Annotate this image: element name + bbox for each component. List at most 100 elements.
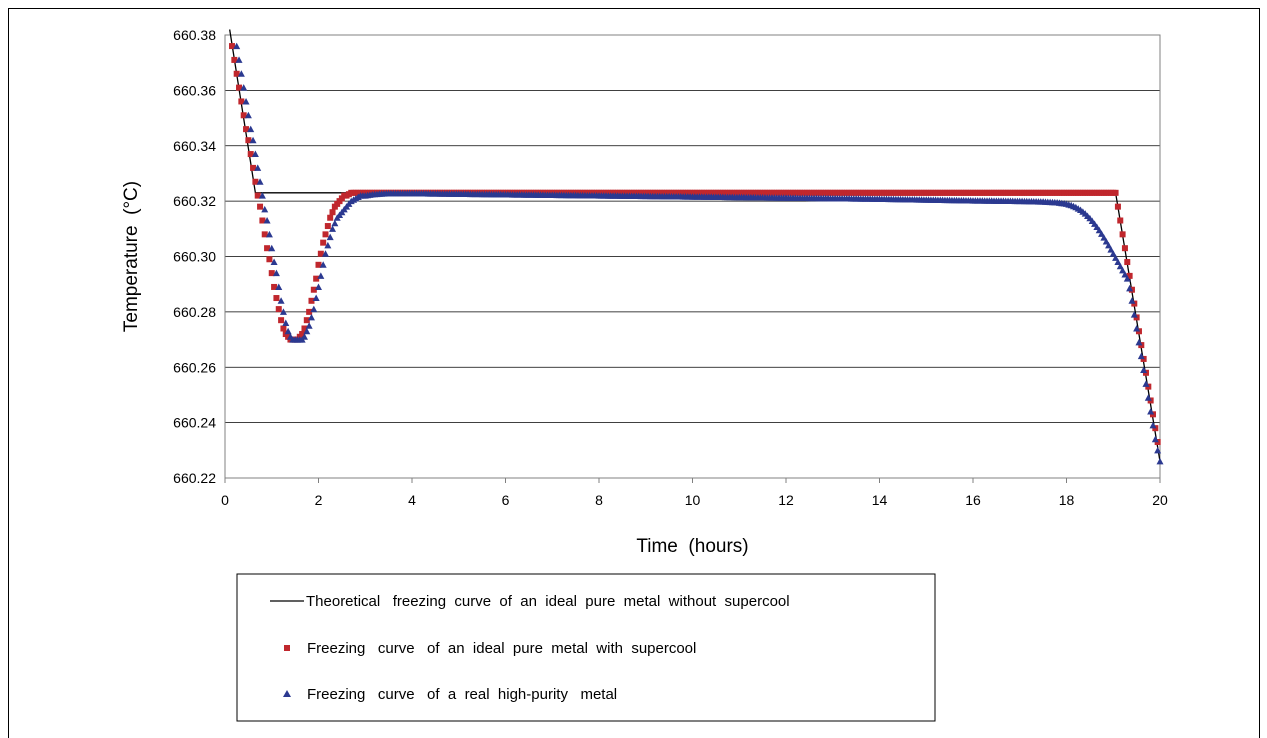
tick-labels: 660.22 660.24 660.26 660.28 660.30 660.32 660.…: [173, 27, 1168, 508]
supercool-point: [1121, 245, 1128, 252]
supercool-point: [329, 209, 336, 216]
legend-label-supercool: Freezing curve of an ideal pure metal wi…: [307, 640, 696, 657]
series-layer: [229, 29, 1164, 465]
real-metal-point: [261, 205, 269, 213]
supercool-point: [236, 84, 243, 91]
y-tick-label: 660.30: [173, 249, 216, 265]
real-metal-point: [312, 294, 320, 302]
real-metal-point: [233, 42, 241, 50]
legend-box: [236, 573, 936, 722]
real-metal-point: [258, 192, 266, 199]
y-tick-label: 660.36: [173, 82, 216, 98]
real-metal-point: [1130, 311, 1138, 318]
real-metal-point: [256, 178, 264, 185]
supercool-point: [231, 56, 238, 63]
real-metal-point: [324, 241, 332, 249]
real-metal-point: [319, 261, 327, 268]
supercool-point: [254, 192, 261, 199]
supercool-point: [252, 178, 259, 185]
real-metal-point: [1109, 250, 1117, 257]
supercool-point: [261, 231, 268, 238]
x-tick-label: 8: [595, 492, 603, 508]
supercool-point: [233, 70, 240, 77]
legend-label-real-metal: Freezing curve of a real high-purity met…: [307, 686, 617, 703]
real-metal-point: [1147, 408, 1155, 415]
x-tick-label: 6: [502, 492, 510, 508]
supercool-point: [273, 295, 280, 302]
supercool-point: [240, 112, 247, 119]
real-metal-point: [1119, 266, 1127, 274]
real-metal-point: [331, 219, 339, 227]
supercool-point: [1126, 272, 1133, 279]
supercool-point: [245, 137, 252, 144]
real-metal-point: [1123, 275, 1131, 282]
supercool-point: [259, 217, 266, 224]
y-tick-label: 660.38: [173, 27, 216, 43]
real-metal-point: [272, 269, 280, 277]
real-metal-point: [1121, 270, 1129, 278]
real-metal-point: [254, 164, 262, 171]
supercool-point: [301, 325, 308, 332]
chart-frame: [8, 8, 1260, 738]
x-tick-label: 10: [685, 492, 701, 508]
supercool-point: [268, 270, 275, 277]
real-metal-point: [263, 217, 271, 224]
supercool-point: [324, 223, 331, 230]
supercool-point: [1112, 189, 1119, 196]
x-tick-label: 0: [221, 492, 229, 508]
supercool-point: [243, 126, 250, 133]
supercool-point: [1117, 217, 1124, 224]
real-metal-point: [1154, 446, 1162, 454]
real-metal-point: [275, 283, 283, 290]
gridlines: [225, 34, 1160, 479]
real-metal-point: [1156, 457, 1164, 465]
supercool-point: [327, 214, 334, 221]
real-metal-point: [1149, 421, 1157, 429]
y-tick-label: 660.24: [173, 415, 216, 431]
y-tick-label: 660.26: [173, 359, 216, 375]
real-metal-point: [1151, 435, 1159, 443]
real-metal-point: [279, 308, 287, 315]
real-metal-point: [1140, 366, 1148, 374]
real-metal-point: [1135, 338, 1143, 346]
real-metal-point: [303, 327, 311, 335]
real-metal-point: [329, 225, 337, 232]
supercool-point: [257, 203, 264, 210]
x-tick-label: 18: [1059, 492, 1075, 508]
supercool-point: [264, 245, 271, 252]
supercool-point: [317, 250, 324, 257]
supercool-point: [306, 308, 313, 315]
x-tick-label: 16: [965, 492, 981, 508]
real-metal-point: [1107, 246, 1115, 253]
real-metal-point: [244, 111, 252, 119]
supercool-point: [1119, 231, 1126, 238]
x-tick-label: 4: [408, 492, 416, 508]
real-metal-point: [1100, 234, 1108, 241]
y-tick-label: 660.22: [173, 470, 216, 486]
theoretical-curve-line: [229, 29, 1161, 462]
real-metal-point: [307, 313, 315, 321]
y-tick-label: 660.34: [173, 138, 216, 154]
supercool-point: [1124, 259, 1131, 266]
supercool-point: [250, 164, 257, 171]
supercool-point: [310, 286, 317, 293]
supercool-point: [322, 231, 329, 238]
legend-square-symbol: [284, 645, 290, 651]
real-metal-point: [1126, 284, 1134, 292]
real-metal-point: [317, 272, 325, 279]
real-metal-point: [251, 150, 259, 158]
supercool-point: [313, 275, 320, 282]
real-metal-point: [242, 97, 250, 105]
real-metal-point: [237, 70, 245, 77]
real-metal-point: [1102, 238, 1110, 245]
legend: Theoretical freezing curve of an ideal p…: [236, 573, 936, 722]
legend-label-theoretical: Theoretical freezing curve of an ideal p…: [306, 593, 790, 610]
real-metal-point: [265, 230, 273, 238]
real-metal-point: [1112, 254, 1120, 261]
real-metal-point: [1128, 297, 1136, 304]
real-metal-point: [305, 322, 313, 329]
real-metal-point: [247, 125, 255, 133]
supercool-point: [247, 151, 254, 158]
y-tick-label: 660.32: [173, 193, 216, 209]
